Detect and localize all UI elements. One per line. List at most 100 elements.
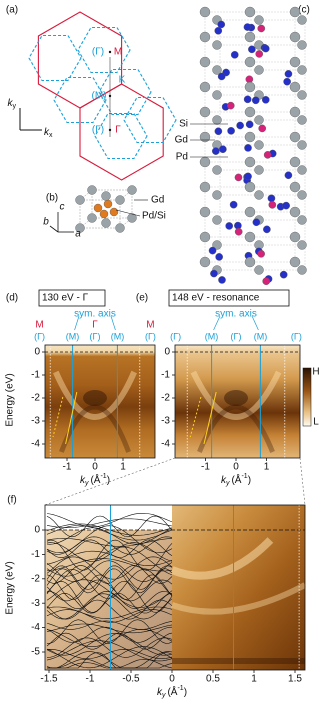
atom bbox=[244, 131, 256, 143]
panel-label: (d) bbox=[6, 293, 18, 304]
point-label: M bbox=[114, 47, 122, 58]
band-line bbox=[46, 606, 173, 619]
y-tick-label: -3 bbox=[31, 598, 40, 609]
unit: (Å bbox=[90, 473, 100, 486]
band-line bbox=[46, 609, 173, 623]
y-tick-label: -4 bbox=[31, 622, 40, 633]
line bbox=[52, 396, 64, 438]
atom bbox=[268, 201, 277, 209]
atom bbox=[244, 156, 256, 168]
atom bbox=[93, 203, 103, 213]
axis-label: ky bbox=[8, 98, 17, 110]
atom bbox=[279, 270, 288, 279]
atom bbox=[297, 265, 307, 275]
x-tick-label: -0.5 bbox=[122, 674, 140, 685]
band-line bbox=[46, 550, 173, 566]
atom bbox=[245, 120, 254, 129]
atom bbox=[289, 131, 301, 143]
atom bbox=[199, 181, 211, 193]
atom bbox=[212, 65, 222, 75]
panel-label: (f) bbox=[7, 495, 16, 506]
hexagon bbox=[77, 26, 131, 74]
band bbox=[190, 370, 282, 420]
exp: -1 bbox=[100, 473, 106, 480]
atom bbox=[248, 45, 256, 54]
atom bbox=[243, 95, 252, 104]
hexagon bbox=[94, 112, 148, 160]
atom bbox=[199, 206, 211, 218]
atom bbox=[101, 218, 111, 228]
band bbox=[224, 390, 248, 406]
atom bbox=[227, 127, 235, 135]
unit: (Å bbox=[167, 685, 177, 698]
atom bbox=[199, 256, 211, 268]
band-line bbox=[47, 652, 173, 669]
atom bbox=[252, 218, 261, 227]
atom bbox=[199, 56, 211, 68]
atom bbox=[230, 51, 239, 59]
atom bbox=[244, 206, 256, 218]
atom bbox=[289, 56, 301, 68]
atom bbox=[297, 240, 307, 250]
y-tick-label: -5 bbox=[31, 647, 40, 658]
y-tick-label: 0 bbox=[34, 525, 40, 536]
panel-label: (b) bbox=[46, 193, 58, 204]
x-tick-label: 1 bbox=[264, 462, 270, 473]
label-blue: (M) bbox=[254, 331, 268, 341]
atom bbox=[267, 194, 276, 203]
atom bbox=[212, 165, 222, 175]
band-line bbox=[46, 574, 173, 600]
dot bbox=[108, 94, 112, 98]
atom bbox=[297, 190, 307, 200]
band-line bbox=[46, 518, 173, 528]
point-label: K bbox=[119, 75, 126, 86]
axis-label: kx bbox=[44, 127, 53, 139]
band bbox=[197, 404, 275, 453]
atom bbox=[115, 195, 125, 205]
axis-label: b bbox=[43, 217, 49, 228]
band-line bbox=[46, 637, 173, 658]
label-red: M bbox=[35, 320, 43, 331]
label-blue: (M) bbox=[66, 331, 80, 341]
panel-label: (e) bbox=[136, 293, 148, 304]
k: k bbox=[157, 687, 163, 698]
band-line bbox=[46, 539, 173, 559]
sub: y bbox=[225, 480, 230, 487]
band-line bbox=[46, 648, 173, 660]
hexagon bbox=[123, 96, 177, 144]
atom bbox=[244, 256, 256, 268]
atom bbox=[297, 215, 307, 225]
x-tick-label: 1.5 bbox=[288, 674, 302, 685]
atom bbox=[254, 15, 264, 25]
atom bbox=[244, 106, 256, 118]
band-line bbox=[46, 633, 173, 656]
y-tick-label: -4 bbox=[31, 439, 40, 450]
atom bbox=[297, 140, 307, 150]
band-line bbox=[46, 560, 173, 583]
atom bbox=[289, 81, 301, 93]
x-axis-label: ky (Å-1) bbox=[221, 473, 251, 487]
line bbox=[74, 315, 80, 331]
condition: 130 eV - Γ bbox=[42, 293, 89, 304]
atom bbox=[214, 127, 223, 136]
atom bbox=[263, 225, 271, 234]
atom bbox=[289, 106, 301, 118]
label-blue: (Γ) bbox=[291, 331, 302, 341]
x-tick-label: 0 bbox=[233, 462, 239, 473]
k: k bbox=[44, 127, 50, 138]
atom-label: Pd bbox=[176, 152, 188, 163]
atom-label: Gd bbox=[175, 135, 188, 146]
atom bbox=[234, 227, 243, 236]
atom bbox=[244, 181, 256, 193]
band-line bbox=[46, 640, 173, 662]
atom bbox=[289, 6, 301, 18]
atom bbox=[199, 231, 211, 243]
atom-label: Si bbox=[179, 119, 188, 130]
atom bbox=[217, 72, 226, 81]
atom bbox=[257, 250, 265, 258]
close: ) bbox=[248, 475, 251, 486]
atom bbox=[99, 209, 109, 219]
atom bbox=[254, 140, 264, 150]
atom bbox=[244, 144, 252, 152]
atom bbox=[289, 156, 301, 168]
